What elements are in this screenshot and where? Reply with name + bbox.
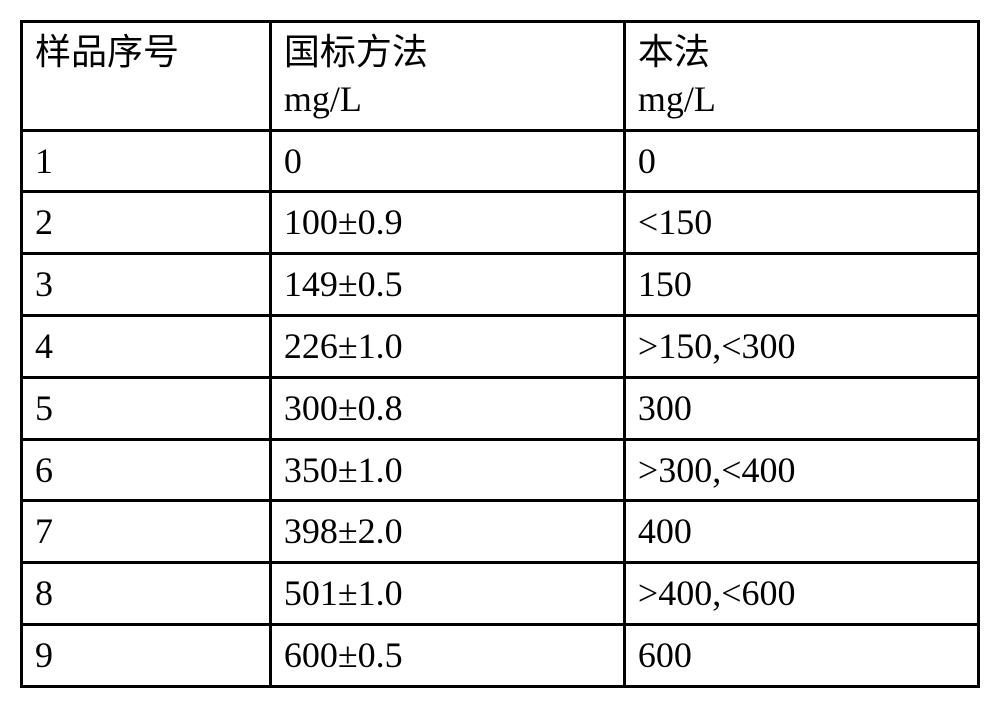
header-cell-national-standard: 国标方法 mg/L bbox=[270, 22, 624, 131]
table-row: 5 300±0.8 300 bbox=[22, 377, 979, 439]
table-row: 1 0 0 bbox=[22, 130, 979, 192]
cell-national-standard: 300±0.8 bbox=[270, 377, 624, 439]
table-row: 4 226±1.0 >150,<300 bbox=[22, 315, 979, 377]
cell-sample-number: 7 bbox=[22, 501, 271, 563]
cell-national-standard: 226±1.0 bbox=[270, 315, 624, 377]
cell-this-method: >300,<400 bbox=[624, 439, 978, 501]
table-row: 9 600±0.5 600 bbox=[22, 624, 979, 686]
cell-sample-number: 1 bbox=[22, 130, 271, 192]
cell-national-standard: 501±1.0 bbox=[270, 563, 624, 625]
cell-sample-number: 3 bbox=[22, 254, 271, 316]
cell-this-method: 0 bbox=[624, 130, 978, 192]
table-row: 8 501±1.0 >400,<600 bbox=[22, 563, 979, 625]
cell-this-method: 150 bbox=[624, 254, 978, 316]
header-label-line1: 国标方法 bbox=[284, 32, 428, 72]
cell-sample-number: 4 bbox=[22, 315, 271, 377]
cell-sample-number: 2 bbox=[22, 192, 271, 254]
cell-sample-number: 8 bbox=[22, 563, 271, 625]
cell-national-standard: 600±0.5 bbox=[270, 624, 624, 686]
cell-this-method: <150 bbox=[624, 192, 978, 254]
cell-this-method: 600 bbox=[624, 624, 978, 686]
cell-national-standard: 350±1.0 bbox=[270, 439, 624, 501]
cell-sample-number: 5 bbox=[22, 377, 271, 439]
table-row: 6 350±1.0 >300,<400 bbox=[22, 439, 979, 501]
cell-national-standard: 100±0.9 bbox=[270, 192, 624, 254]
cell-this-method: >150,<300 bbox=[624, 315, 978, 377]
cell-national-standard: 149±0.5 bbox=[270, 254, 624, 316]
header-label-line1: 本法 bbox=[638, 32, 710, 72]
cell-national-standard: 0 bbox=[270, 130, 624, 192]
header-label-line2: mg/L bbox=[638, 79, 716, 119]
cell-this-method: 400 bbox=[624, 501, 978, 563]
header-cell-this-method: 本法 mg/L bbox=[624, 22, 978, 131]
table-row: 7 398±2.0 400 bbox=[22, 501, 979, 563]
header-label: 样品序号 bbox=[35, 32, 179, 72]
table-row: 2 100±0.9 <150 bbox=[22, 192, 979, 254]
cell-sample-number: 9 bbox=[22, 624, 271, 686]
header-label-line2: mg/L bbox=[284, 79, 362, 119]
table-row: 3 149±0.5 150 bbox=[22, 254, 979, 316]
table-header-row: 样品序号 国标方法 mg/L 本法 mg/L bbox=[22, 22, 979, 131]
data-table: 样品序号 国标方法 mg/L 本法 mg/L 1 0 0 2 100±0.9 <… bbox=[20, 20, 980, 688]
cell-this-method: >400,<600 bbox=[624, 563, 978, 625]
cell-this-method: 300 bbox=[624, 377, 978, 439]
header-cell-sample: 样品序号 bbox=[22, 22, 271, 131]
cell-sample-number: 6 bbox=[22, 439, 271, 501]
cell-national-standard: 398±2.0 bbox=[270, 501, 624, 563]
